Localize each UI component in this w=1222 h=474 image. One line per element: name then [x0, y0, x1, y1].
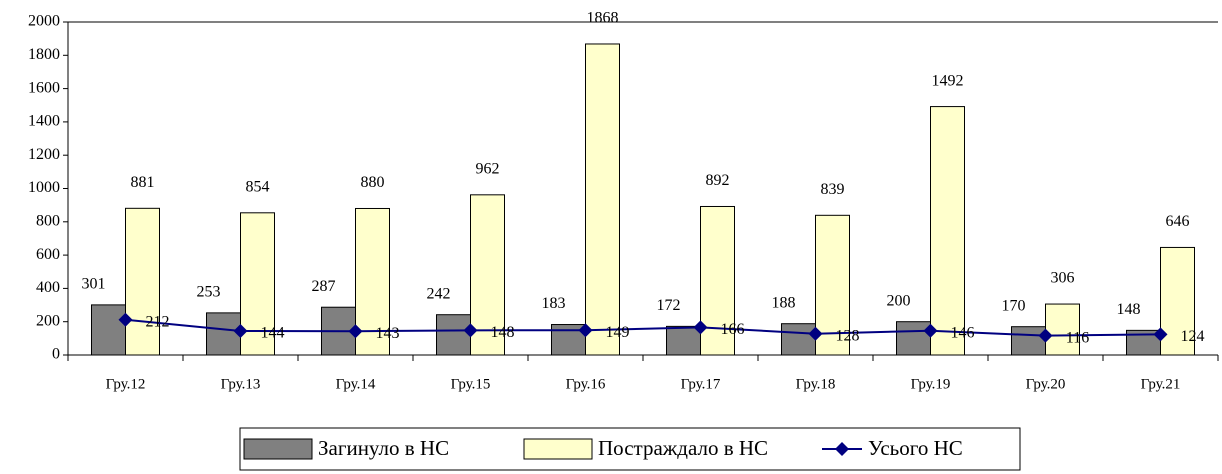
marker: [348, 324, 363, 339]
legend-label: Усього НС: [868, 436, 963, 460]
data-label: 124: [1181, 328, 1205, 345]
y-tick-label: 1600: [28, 79, 60, 96]
data-label: 128: [836, 327, 860, 344]
x-tick-label: Гру.18: [796, 376, 836, 392]
bar: [896, 321, 931, 356]
data-label: 646: [1166, 213, 1190, 230]
bar: [91, 304, 126, 356]
marker: [233, 324, 248, 339]
marker: [808, 326, 823, 341]
data-label: 212: [146, 313, 170, 330]
marker: [463, 323, 478, 338]
data-label: 854: [246, 178, 270, 195]
data-label: 839: [821, 181, 845, 198]
legend-box: [239, 427, 1021, 471]
data-label: 166: [721, 321, 745, 338]
legend-marker: [835, 442, 849, 456]
y-tick-label: 1800: [28, 46, 60, 63]
marker: [923, 323, 938, 338]
data-label: 170: [1002, 297, 1026, 314]
x-tick-label: Гру.12: [106, 376, 146, 392]
data-label: 116: [1066, 329, 1089, 346]
legend-swatch: [243, 438, 313, 460]
bar: [1160, 246, 1195, 356]
x-tick-label: Гру.13: [221, 376, 261, 392]
y-tick-label: 2000: [28, 13, 60, 30]
bar: [700, 205, 735, 356]
x-tick-label: Гру.19: [911, 376, 951, 392]
data-label: 172: [657, 297, 681, 314]
line: [125, 318, 1161, 337]
data-label: 143: [376, 325, 400, 342]
bar: [470, 194, 505, 356]
legend-label: Загинуло в НС: [318, 436, 449, 460]
x-tick-label: Гру.21: [1141, 376, 1181, 392]
y-tick-label: 400: [36, 279, 60, 296]
x-tick-label: Гру.17: [681, 376, 721, 392]
data-label: 287: [312, 278, 336, 295]
bar: [206, 312, 241, 356]
data-label: 148: [491, 324, 515, 341]
x-tick-label: Гру.16: [566, 376, 606, 392]
data-label: 188: [772, 294, 796, 311]
data-label: 253: [197, 284, 221, 301]
data-label: 306: [1051, 270, 1075, 287]
marker: [1153, 327, 1168, 342]
y-tick-label: 1200: [28, 146, 60, 163]
bar: [930, 106, 965, 356]
y-tick-label: 1000: [28, 179, 60, 196]
y-tick-label: 600: [36, 246, 60, 263]
data-label: 1868: [587, 10, 619, 27]
data-label: 149: [606, 324, 630, 341]
marker: [118, 312, 133, 327]
x-tick-label: Гру.14: [336, 376, 376, 392]
data-label: 1492: [932, 72, 964, 89]
legend-label: Постраждало в НС: [598, 436, 768, 460]
data-label: 183: [542, 295, 566, 312]
bar: [125, 207, 160, 356]
marker: [578, 323, 593, 338]
marker: [693, 320, 708, 335]
bar: [1011, 326, 1046, 356]
data-label: 242: [427, 285, 451, 302]
data-label: 962: [476, 160, 500, 177]
bar: [781, 323, 816, 356]
bar: [585, 43, 620, 356]
data-label: 144: [261, 325, 285, 342]
marker: [1038, 328, 1053, 343]
data-label: 892: [706, 172, 730, 189]
y-tick-label: 0: [52, 346, 60, 363]
bar: [436, 314, 471, 356]
x-tick-label: Гру.15: [451, 376, 491, 392]
x-tick-label: Гру.20: [1026, 376, 1066, 392]
y-tick-label: 1400: [28, 113, 60, 130]
bar: [815, 214, 850, 356]
y-tick-label: 800: [36, 212, 60, 229]
data-label: 148: [1117, 301, 1141, 318]
data-label: 880: [361, 174, 385, 191]
data-label: 146: [951, 324, 975, 341]
y-tick-label: 200: [36, 312, 60, 329]
legend-swatch: [523, 438, 593, 460]
data-label: 881: [131, 174, 155, 191]
bar: [1045, 303, 1080, 356]
data-label: 301: [82, 276, 106, 293]
bar: [666, 325, 701, 356]
data-label: 200: [887, 292, 911, 309]
